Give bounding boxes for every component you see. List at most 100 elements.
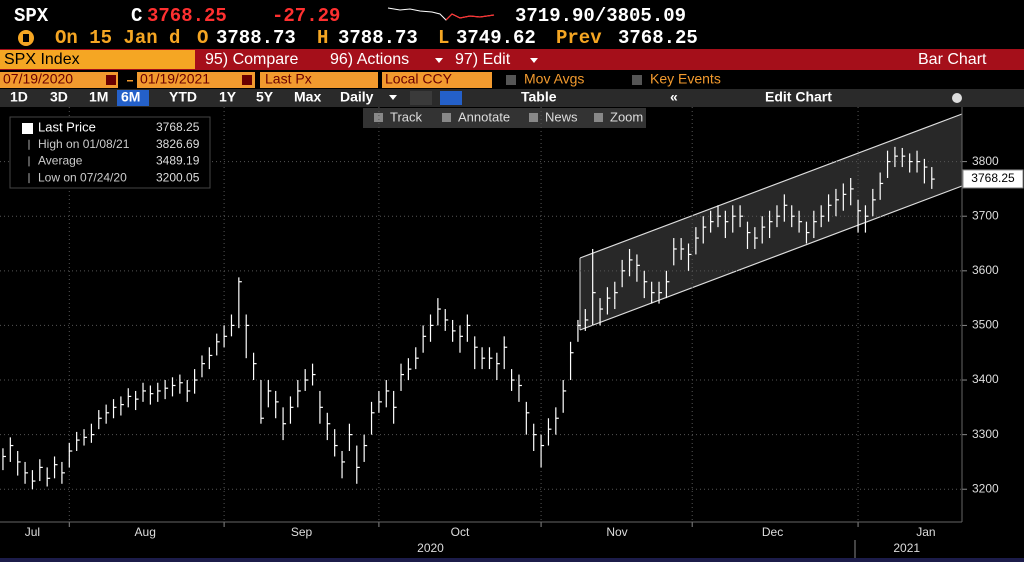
dropdown-arrow bbox=[435, 58, 443, 63]
y-tick-label: 3700 bbox=[972, 208, 999, 222]
y-tick-label: 3500 bbox=[972, 318, 999, 332]
ticker: SPX bbox=[14, 5, 49, 27]
tool-bar bbox=[363, 108, 646, 128]
high-value: 3788.73 bbox=[338, 27, 418, 49]
x-tick-label: Jan bbox=[916, 525, 935, 539]
low-label: L bbox=[438, 27, 449, 49]
last-value-label: 3768.25 bbox=[971, 171, 1015, 185]
currency[interactable]: Local CCY bbox=[385, 71, 453, 87]
period-buttons: 1D 3D 1M 6M YTD 1Y 5Y Max bbox=[10, 89, 321, 106]
start-date[interactable]: 07/19/2020 bbox=[3, 71, 73, 87]
price-change: -27.29 bbox=[272, 5, 340, 27]
x-tick-label: Oct bbox=[451, 525, 470, 539]
checkbox[interactable] bbox=[506, 75, 516, 85]
end-date-box[interactable] bbox=[137, 72, 255, 88]
tool-icon[interactable] bbox=[442, 113, 451, 122]
legend-label: Last Price bbox=[38, 119, 96, 134]
key-events[interactable]: Key Events bbox=[650, 71, 721, 87]
chart-kind: Bar Chart bbox=[918, 51, 987, 68]
year-label: 2020 bbox=[417, 541, 444, 555]
legend-swatch bbox=[22, 123, 33, 134]
checkbox[interactable] bbox=[632, 75, 642, 85]
legend-value: 3200.05 bbox=[156, 170, 200, 184]
period-button[interactable]: 6M bbox=[121, 89, 140, 105]
legend-value: 3826.69 bbox=[156, 137, 200, 151]
legend-value: 3768.25 bbox=[156, 120, 200, 134]
channel-lower bbox=[579, 185, 963, 331]
period-button[interactable]: 1Y bbox=[219, 89, 237, 105]
close-label: C bbox=[131, 5, 142, 27]
prev-label: Prev bbox=[556, 27, 602, 49]
legend-box bbox=[9, 116, 211, 189]
edit-button[interactable]: 97) Edit bbox=[455, 51, 511, 68]
period-bar bbox=[0, 89, 1024, 107]
security[interactable]: SPX Index bbox=[4, 51, 80, 68]
legend: Last Price 3768.25 High on 01/08/21 3826.69… bbox=[22, 119, 200, 184]
channel-upper bbox=[579, 113, 963, 259]
date-separator bbox=[127, 80, 133, 82]
y-tick-label: 3200 bbox=[972, 481, 999, 495]
legend-value: 3489.19 bbox=[156, 154, 200, 168]
tool-icon[interactable] bbox=[594, 113, 603, 122]
period-button[interactable]: 5Y bbox=[256, 89, 274, 105]
open-value: 3788.73 bbox=[216, 27, 296, 49]
legend-label: Average bbox=[38, 154, 83, 168]
tool-button[interactable]: Zoom bbox=[610, 109, 643, 124]
settings-icon[interactable] bbox=[952, 93, 962, 103]
edit-chart-button[interactable]: Edit Chart bbox=[765, 89, 832, 105]
menu-bar bbox=[0, 49, 1024, 70]
compare-button[interactable]: 95) Compare bbox=[205, 51, 298, 68]
last-price: 3768.25 bbox=[147, 5, 227, 27]
x-tick-label: Dec bbox=[762, 525, 783, 539]
low-value: 3749.62 bbox=[456, 27, 536, 49]
period-button[interactable]: 3D bbox=[50, 89, 68, 105]
tool-icon[interactable] bbox=[374, 113, 383, 122]
legend-label: Low on 07/24/20 bbox=[38, 170, 127, 184]
period-selected[interactable] bbox=[117, 90, 149, 106]
period-button[interactable]: 1D bbox=[10, 89, 28, 105]
end-date[interactable]: 01/19/2021 bbox=[140, 71, 210, 87]
period-button[interactable]: 1M bbox=[89, 89, 108, 105]
y-tick-label: 3600 bbox=[972, 263, 999, 277]
security-box[interactable] bbox=[0, 50, 195, 69]
start-date-box[interactable] bbox=[0, 72, 118, 88]
tool-icon[interactable] bbox=[529, 113, 538, 122]
dropdown-arrow bbox=[530, 58, 538, 63]
tool-button[interactable]: Annotate bbox=[458, 109, 510, 124]
bar-icon[interactable] bbox=[440, 91, 462, 105]
legend-label: High on 01/08/21 bbox=[38, 137, 130, 151]
actions-button[interactable]: 96) Actions bbox=[330, 51, 409, 68]
open-label: O bbox=[197, 27, 208, 49]
day-range: 3719.90/3805.09 bbox=[515, 5, 686, 27]
table-button[interactable]: Table bbox=[521, 89, 557, 105]
x-tick-label: Sep bbox=[291, 525, 313, 539]
frequency[interactable]: Daily bbox=[340, 89, 374, 105]
x-tick-label: Jul bbox=[25, 525, 40, 539]
tool-button[interactable]: Track bbox=[390, 109, 423, 124]
calendar-icon[interactable] bbox=[106, 75, 116, 85]
period-button[interactable]: Max bbox=[294, 89, 321, 105]
currency-box[interactable] bbox=[382, 72, 492, 88]
period-button[interactable]: YTD bbox=[169, 89, 197, 105]
bottom-strip bbox=[0, 558, 1024, 562]
live-icon-glyph bbox=[23, 34, 29, 42]
y-tick-label: 3400 bbox=[972, 372, 999, 386]
y-tick-label: 3800 bbox=[972, 154, 999, 168]
line-icon[interactable] bbox=[410, 91, 432, 105]
x-tick-label: Nov bbox=[606, 525, 627, 539]
calendar-icon[interactable] bbox=[242, 75, 252, 85]
dropdown-arrow bbox=[389, 95, 397, 100]
field[interactable]: Last Px bbox=[265, 71, 312, 87]
prev-value: 3768.25 bbox=[618, 27, 698, 49]
plot-area: 3200 3300 3400 3500 3600 3700 3800 Jul Aug Sep Oct… bbox=[0, 107, 999, 555]
collapse-icon[interactable]: « bbox=[670, 89, 678, 105]
high-label: H bbox=[317, 27, 328, 49]
mov-avgs[interactable]: Mov Avgs bbox=[524, 71, 584, 87]
x-tick-label: Aug bbox=[135, 525, 156, 539]
tools: Track Annotate News Zoom bbox=[374, 109, 643, 124]
quote-date: On 15 Jan d bbox=[55, 27, 180, 49]
tool-button[interactable]: News bbox=[545, 109, 578, 124]
field-box[interactable] bbox=[260, 72, 378, 88]
